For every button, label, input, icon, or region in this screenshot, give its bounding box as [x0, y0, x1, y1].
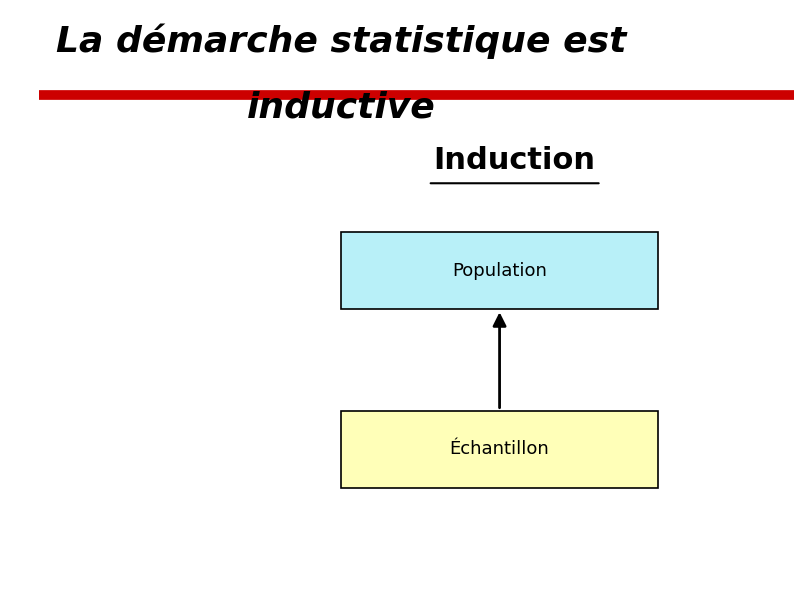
Text: Induction: Induction — [434, 146, 596, 175]
Text: Population: Population — [452, 262, 547, 280]
FancyBboxPatch shape — [341, 232, 658, 309]
Text: Échantillon: Échantillon — [449, 440, 549, 458]
Text: inductive: inductive — [247, 90, 435, 124]
Text: La démarche statistique est: La démarche statistique est — [56, 24, 626, 60]
FancyBboxPatch shape — [341, 411, 658, 488]
